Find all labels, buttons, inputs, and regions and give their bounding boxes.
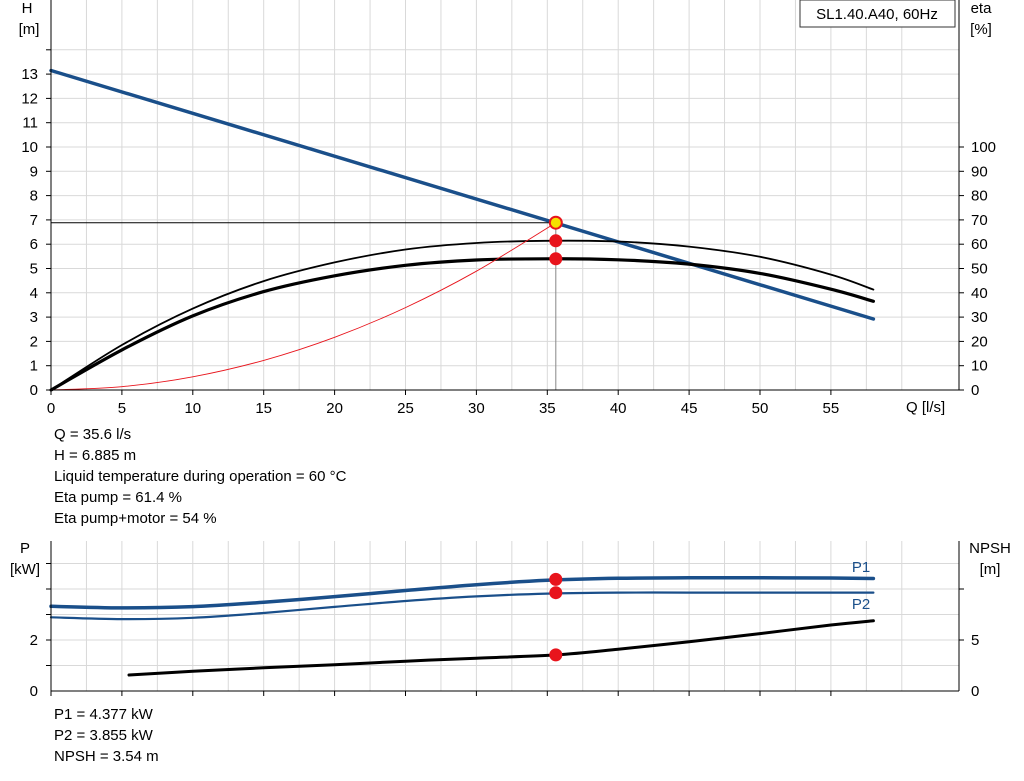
y2-tick-label: 40 — [971, 285, 988, 302]
bottom-tick-labels: 0 2 0 5 — [30, 563, 979, 700]
y2-tick-label: 30 — [971, 309, 988, 326]
duty-point-marker — [548, 215, 563, 230]
y2-tick-label: 100 — [971, 139, 996, 156]
x-tick-label: 25 — [397, 400, 414, 417]
x-tick-label: 30 — [468, 400, 485, 417]
p2-curve-label: P2 — [852, 596, 870, 613]
head-curve — [49, 68, 876, 321]
y-tick-label: 7 — [30, 212, 38, 229]
x-tick-label: 40 — [610, 400, 627, 417]
operating-point-readout: Q = 35.6 l/s H = 6.885 m Liquid temperat… — [54, 424, 346, 529]
readout-eta-pump-motor: Eta pump+motor = 54 % — [54, 510, 217, 527]
y2-tick-label: 20 — [971, 333, 988, 350]
readout-p2: P2 = 3.855 kW — [54, 727, 153, 744]
y-axis-title: H — [22, 0, 33, 17]
x-tick-label: 55 — [823, 400, 840, 417]
y2-axis-title: eta — [971, 0, 993, 17]
x-tick-label: 45 — [681, 400, 698, 417]
readout-eta-pump: Eta pump = 61.4 % — [54, 489, 182, 506]
top-plot-frame — [51, 0, 960, 390]
p2-point-marker — [549, 586, 563, 600]
y2-tick-label: 90 — [971, 163, 988, 180]
npsh-tick-label: 5 — [971, 632, 979, 649]
x-tick-label: 35 — [539, 400, 556, 417]
npsh-tick-label: 0 — [971, 683, 979, 700]
y-axis-unit: [m] — [19, 21, 40, 38]
y-tick-label: 11 — [22, 115, 38, 132]
power-axis-title: P — [20, 540, 30, 557]
eta-pump-curve — [50, 239, 875, 391]
bottom-grid — [51, 541, 959, 691]
bottom-markers — [549, 572, 563, 662]
readout-head: H = 6.885 m — [54, 447, 137, 464]
y-tick-label: 10 — [21, 139, 38, 156]
y2-tick-label: 0 — [971, 382, 979, 399]
x-tick-label: 5 — [118, 400, 126, 417]
y2-tick-label: 60 — [971, 236, 988, 253]
power-npsh-chart: 0 2 0 5 P [kW] NPSH [m] P1 P2 — [10, 540, 1011, 700]
x-axis-title: Q [l/s] — [906, 399, 945, 416]
x-tick-label: 50 — [752, 400, 769, 417]
npsh-point-marker — [549, 648, 563, 662]
x-tick-label: 15 — [255, 400, 272, 417]
power-readout: P1 = 4.377 kW P2 = 3.855 kW NPSH = 3.54 … — [54, 704, 159, 767]
y-tick-label: 3 — [30, 309, 38, 326]
y2-tick-label: 80 — [971, 188, 988, 205]
chart-title: SL1.40.A40, 60Hz — [816, 6, 938, 23]
y-tick-label: 5 — [30, 261, 38, 278]
p2-curve — [49, 591, 875, 621]
p1-point-marker — [549, 572, 563, 586]
readout-p1: P1 = 4.377 kW — [54, 706, 153, 723]
npsh-curve — [127, 619, 875, 677]
y-tick-label: 6 — [30, 236, 38, 253]
y-tick-label: 2 — [30, 333, 38, 350]
power-tick-label: 2 — [30, 632, 38, 649]
efficiency-point-marker — [549, 234, 563, 248]
x-tick-label: 10 — [184, 400, 201, 417]
y-tick-label: 1 — [30, 358, 38, 375]
p1-curve-label: P1 — [852, 559, 870, 576]
y-tick-label: 8 — [30, 188, 38, 205]
head-efficiency-chart: 0 5 10 15 20 25 30 35 40 45 50 55012345678910111213… — [19, 0, 996, 417]
y2-tick-label: 70 — [971, 212, 988, 229]
npsh-axis-title: NPSH — [969, 540, 1011, 557]
y-tick-label: 12 — [21, 90, 38, 107]
readout-liquid-temperature: Liquid temperature during operation = 60… — [54, 468, 347, 485]
top-markers — [548, 215, 563, 266]
power-axis-unit: [kW] — [10, 561, 40, 578]
y-tick-label: 4 — [30, 285, 38, 302]
y2-tick-label: 50 — [971, 261, 988, 278]
readout-flow: Q = 35.6 l/s — [54, 426, 132, 443]
efficiency-point-marker — [549, 252, 563, 266]
system-curve — [50, 222, 557, 391]
power-tick-label: 0 — [30, 683, 38, 700]
p1-curve — [49, 575, 876, 610]
bottom-series — [49, 575, 876, 677]
x-tick-label: 20 — [326, 400, 343, 417]
chart-title-box — [799, 0, 956, 28]
y-tick-label: 13 — [21, 66, 38, 83]
readout-npsh: NPSH = 3.54 m — [54, 748, 159, 765]
y2-tick-label: 10 — [971, 358, 988, 375]
y-tick-label: 9 — [30, 163, 38, 180]
x-tick-label: 0 — [47, 400, 55, 417]
top-tick-labels: 0 5 10 15 20 25 30 35 40 45 50 55012345678910111213… — [21, 49, 996, 417]
top-series — [49, 68, 876, 392]
eta-pump-motor-curve — [49, 257, 875, 392]
y-tick-label: 0 — [30, 382, 38, 399]
npsh-axis-unit: [m] — [980, 561, 1001, 578]
y2-axis-unit: [%] — [970, 21, 992, 38]
